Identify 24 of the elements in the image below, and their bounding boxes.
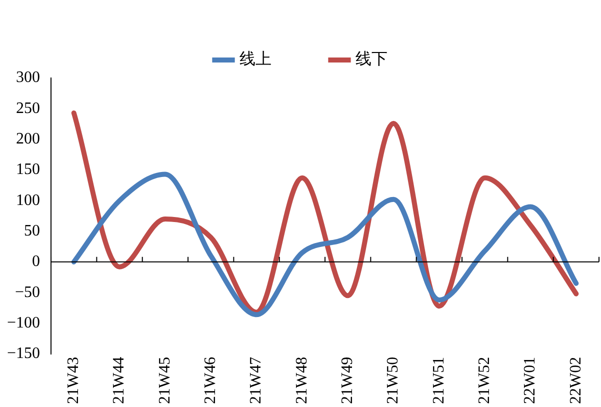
x-tick-label: 21W51 [430, 356, 448, 404]
x-tick-label: 21W46 [202, 356, 220, 404]
x-tick-label: 21W47 [248, 356, 265, 404]
y-tick-label: 150 [16, 161, 40, 178]
y-tick-label: 250 [16, 100, 40, 117]
x-tick-label: 21W43 [65, 356, 82, 404]
y-tick-label: 50 [24, 222, 40, 240]
y-tick-label: −100 [6, 314, 40, 332]
x-tick-label: 22W02 [567, 356, 584, 404]
x-tick-label: 21W49 [339, 356, 356, 404]
x-tick-label: 21W45 [156, 356, 174, 404]
x-tick-label: 21W52 [476, 356, 494, 404]
y-tick-label: 300 [16, 69, 40, 86]
y-tick-label: 0 [32, 253, 40, 270]
y-tick-label: −150 [6, 345, 40, 362]
x-tick-label: 22W01 [522, 356, 539, 404]
x-tick-label: 21W48 [293, 356, 310, 404]
x-tick-label: 21W44 [110, 356, 128, 404]
y-tick-label: 200 [16, 130, 40, 148]
x-tick-label: 21W50 [384, 356, 402, 404]
legend-label: 线下 [356, 49, 388, 68]
y-tick-label: 100 [16, 192, 40, 209]
legend-label: 线上 [240, 49, 272, 68]
y-tick-label: −50 [14, 284, 40, 301]
